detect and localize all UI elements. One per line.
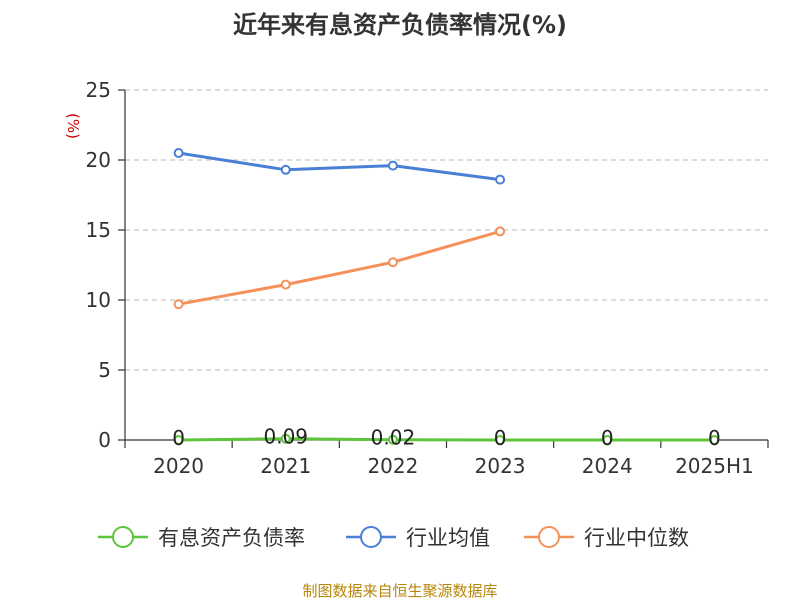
y-tick-labels: 0 5 10 15 20 25 bbox=[86, 78, 111, 452]
y-tick-label: 5 bbox=[98, 358, 111, 382]
data-label: 0 bbox=[708, 426, 721, 450]
series-3 bbox=[173, 226, 506, 310]
data-point bbox=[495, 174, 506, 185]
y-axis-label: (%) bbox=[64, 113, 82, 139]
grid-lines bbox=[125, 89, 768, 371]
data-point bbox=[709, 435, 720, 445]
y-tick-label: 15 bbox=[86, 218, 111, 242]
x-tick-label: 2025H1 bbox=[675, 454, 754, 478]
legend: 有息资产负债率 行业均值 行业中位数 bbox=[98, 526, 689, 550]
y-tick-label: 10 bbox=[86, 288, 111, 312]
legend-label: 有息资产负债率 bbox=[158, 526, 305, 550]
x-tick-label: 2022 bbox=[367, 454, 418, 478]
legend-item-2: 行业均值 bbox=[346, 526, 490, 550]
legend-label: 行业中位数 bbox=[584, 526, 689, 550]
data-point bbox=[387, 160, 398, 171]
data-point bbox=[280, 433, 291, 444]
legend-marker bbox=[538, 526, 560, 548]
legend-marker bbox=[112, 526, 134, 548]
legend-item-3: 行业中位数 bbox=[524, 526, 689, 550]
x-tick-labels: 2020 2021 2022 2023 2024 2025H1 bbox=[153, 454, 754, 478]
x-tick-label: 2023 bbox=[475, 454, 526, 478]
source-note: 制图数据来自恒生聚源数据库 bbox=[302, 582, 497, 600]
data-point bbox=[173, 148, 184, 158]
data-label: 0.09 bbox=[263, 425, 308, 449]
data-label: 0 bbox=[494, 426, 507, 450]
legend-marker bbox=[360, 526, 382, 548]
data-point bbox=[173, 435, 184, 445]
series-2 bbox=[173, 148, 506, 185]
data-point bbox=[280, 164, 291, 175]
series-1: 0 0.09 0.02 0 0 0 bbox=[172, 425, 721, 450]
y-tick-label: 25 bbox=[86, 78, 111, 102]
x-tick-label: 2021 bbox=[260, 454, 311, 478]
series-line bbox=[178, 437, 715, 442]
data-point bbox=[387, 434, 398, 445]
data-point bbox=[495, 435, 506, 445]
y-tick-label: 0 bbox=[98, 428, 111, 452]
legend-label: 行业均值 bbox=[406, 526, 490, 550]
data-point bbox=[602, 435, 613, 445]
data-label: 0 bbox=[601, 426, 614, 450]
data-point bbox=[173, 299, 184, 310]
x-tick-label: 2020 bbox=[153, 454, 204, 478]
data-label: 0.02 bbox=[371, 426, 416, 450]
data-label: 0 bbox=[172, 426, 185, 450]
chart-title: 近年来有息资产负债率情况(%) bbox=[233, 11, 567, 39]
series-group: 0 0.09 0.02 0 0 0 bbox=[172, 148, 721, 450]
data-point bbox=[280, 279, 291, 290]
legend-item-1: 有息资产负债率 bbox=[98, 526, 305, 550]
y-tick-label: 20 bbox=[86, 148, 111, 172]
data-point bbox=[387, 257, 398, 268]
series-line bbox=[178, 151, 501, 182]
x-tick-label: 2024 bbox=[582, 454, 633, 478]
axes bbox=[118, 89, 769, 448]
data-point bbox=[495, 226, 506, 237]
series-line bbox=[178, 229, 501, 306]
